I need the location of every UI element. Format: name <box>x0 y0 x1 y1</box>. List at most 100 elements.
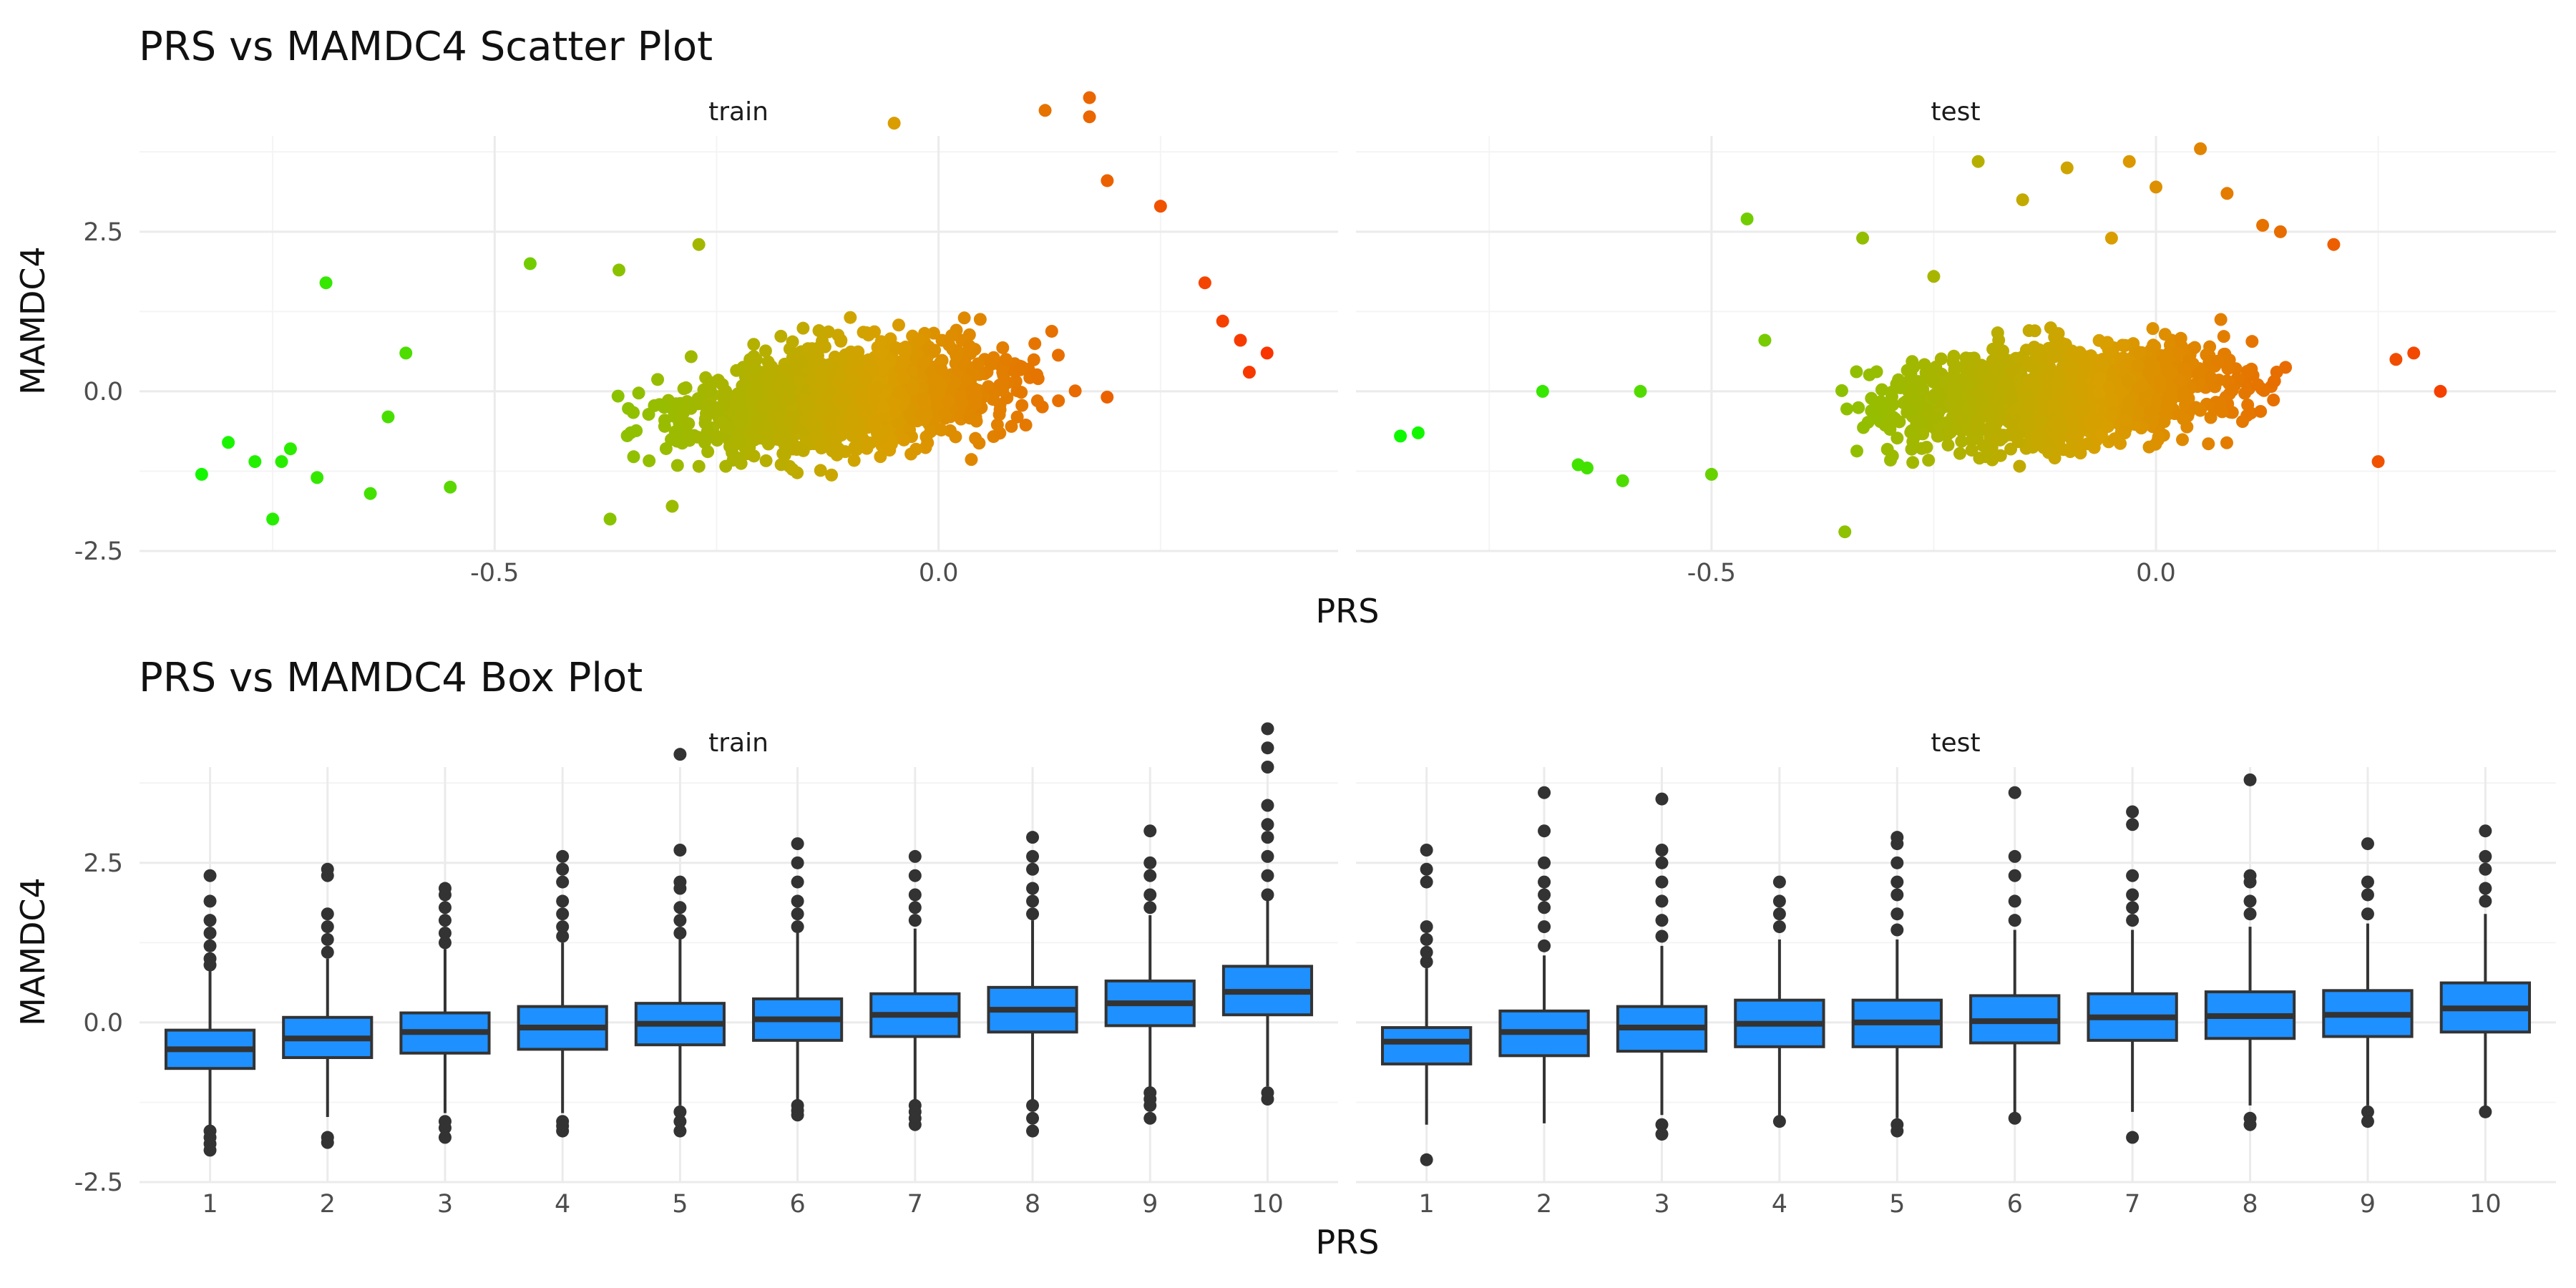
scatter-point <box>627 450 640 464</box>
scatter-point <box>611 389 625 403</box>
scatter-point <box>1031 372 1045 386</box>
scatter-point <box>897 371 911 385</box>
box-outlier <box>321 1136 334 1149</box>
scatter-point <box>669 397 683 411</box>
box-outlier <box>1143 1098 1157 1112</box>
scatter-point <box>2092 386 2106 399</box>
box-outlier <box>791 837 804 851</box>
box-outlier <box>2008 894 2021 908</box>
scatter-y-label: MAMDC4 <box>14 246 52 395</box>
box-outlier <box>908 869 922 882</box>
box-plot-area: 1 2 3 4 5 6 7 8 9 10 1 2 3 4 5 6 7 8 9 10 -2.5 0.0 2.5 <box>74 722 2556 1219</box>
box-outlier <box>321 932 334 946</box>
box-outlier <box>438 1131 452 1144</box>
scatter-point <box>1838 525 1852 539</box>
scatter-point <box>1870 365 1883 379</box>
scatter-point <box>935 423 948 436</box>
scatter-point <box>2119 414 2133 427</box>
box-outlier <box>1538 856 1551 869</box>
scatter-point <box>820 389 834 403</box>
scatter-point <box>2139 394 2152 407</box>
box-outlier <box>673 1105 687 1118</box>
scatter-strip-train: train <box>708 97 769 127</box>
scatter-point <box>1947 349 1961 363</box>
scatter-point <box>2217 330 2230 343</box>
box-outlier <box>1772 875 1786 889</box>
box-outlier <box>1026 849 1040 863</box>
box-outlier <box>2126 888 2140 902</box>
scatter-point <box>2122 394 2136 408</box>
box-outlier <box>2361 888 2374 902</box>
scatter-point <box>2102 381 2116 394</box>
box-outlier <box>556 849 570 863</box>
box-outlier <box>1420 862 1433 876</box>
scatter-point <box>1875 383 1888 396</box>
scatter-point <box>2204 371 2218 384</box>
box-outlier <box>908 888 922 902</box>
scatter-point <box>1971 385 1985 399</box>
box-outlier <box>791 920 804 934</box>
scatter-point <box>2048 426 2062 439</box>
scatter-point <box>1878 402 1891 416</box>
scatter-point <box>1101 390 1114 404</box>
scatter-point <box>680 429 694 443</box>
box-x-tick: 5 <box>672 1190 688 1219</box>
scatter-point <box>2064 445 2077 459</box>
scatter-point <box>2050 405 2064 419</box>
scatter-point <box>1411 426 1425 439</box>
scatter-point <box>1950 384 1963 398</box>
scatter-point <box>849 364 863 377</box>
box-outlier <box>2008 786 2021 799</box>
scatter-point <box>969 431 982 445</box>
box-outlier <box>321 862 334 876</box>
scatter-point <box>1971 155 1985 168</box>
scatter-point <box>2192 366 2206 379</box>
box-outlier <box>2361 907 2374 921</box>
scatter-point <box>938 406 952 420</box>
box-outlier <box>1420 844 1433 857</box>
scatter-point <box>761 376 774 389</box>
scatter-x-tick: 0.0 <box>2136 559 2176 587</box>
scatter-point <box>2041 366 2055 380</box>
box-outlier <box>1420 945 1433 959</box>
box-outlier <box>1261 1093 1274 1106</box>
box-outlier <box>2126 914 2140 927</box>
scatter-point <box>2245 335 2259 348</box>
scatter-point <box>1394 429 1407 443</box>
box-outlier <box>2243 1118 2257 1131</box>
scatter-point <box>1955 434 1968 448</box>
scatter-point <box>874 335 888 348</box>
scatter-point <box>1886 410 1900 424</box>
scatter-point <box>847 403 860 416</box>
scatter-point <box>990 418 1004 431</box>
scatter-point <box>738 408 752 421</box>
box-outlier <box>1026 831 1040 844</box>
scatter-point <box>880 424 894 437</box>
scatter-point <box>1878 419 1892 432</box>
box-outlier <box>908 849 922 863</box>
scatter-point <box>2251 378 2265 391</box>
scatter-point <box>986 393 1000 406</box>
scatter-point <box>2214 401 2228 415</box>
scatter-point <box>970 389 983 403</box>
scatter-point <box>1983 407 1996 421</box>
box-outlier <box>1026 1111 1040 1125</box>
scatter-point <box>973 313 987 326</box>
box-outlier <box>673 844 687 857</box>
scatter-point <box>962 339 976 353</box>
scatter-plot-area: -0.5 0.0 -0.5 0.0 -2.5 0.0 2.5 <box>74 91 2556 587</box>
box-outlier <box>2361 1115 2374 1128</box>
scatter-point <box>2177 386 2190 399</box>
box-test-3 <box>1616 792 1708 1141</box>
scatter-point <box>1928 390 1941 404</box>
scatter-point <box>2104 409 2118 423</box>
box-outlier <box>1026 907 1040 921</box>
scatter-point <box>1536 384 1549 398</box>
scatter-point <box>2165 394 2178 407</box>
scatter-point <box>2066 367 2079 381</box>
box-outlier <box>791 907 804 921</box>
box-outlier <box>2361 875 2374 889</box>
box-x-tick: 8 <box>2242 1190 2258 1219</box>
scatter-point <box>2067 414 2080 427</box>
